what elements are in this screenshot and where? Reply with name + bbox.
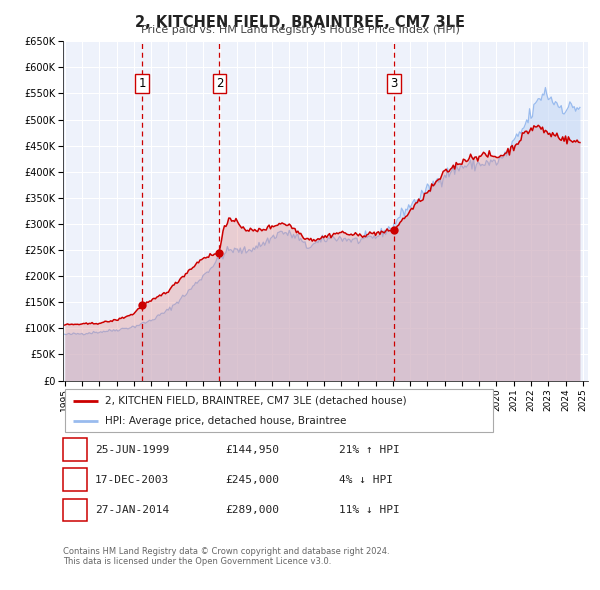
Text: £289,000: £289,000	[225, 505, 279, 514]
Text: £144,950: £144,950	[225, 445, 279, 454]
Text: Price paid vs. HM Land Registry's House Price Index (HPI): Price paid vs. HM Land Registry's House …	[140, 25, 460, 35]
Text: 4% ↓ HPI: 4% ↓ HPI	[339, 475, 393, 484]
Text: 1: 1	[139, 77, 146, 90]
Text: 2: 2	[216, 77, 223, 90]
Text: 21% ↑ HPI: 21% ↑ HPI	[339, 445, 400, 454]
Text: 2, KITCHEN FIELD, BRAINTREE, CM7 3LE (detached house): 2, KITCHEN FIELD, BRAINTREE, CM7 3LE (de…	[105, 395, 407, 405]
Text: 27-JAN-2014: 27-JAN-2014	[95, 505, 169, 514]
Text: 3: 3	[71, 503, 79, 516]
Text: £245,000: £245,000	[225, 475, 279, 484]
Text: 2: 2	[71, 473, 79, 486]
Text: 11% ↓ HPI: 11% ↓ HPI	[339, 505, 400, 514]
Text: 17-DEC-2003: 17-DEC-2003	[95, 475, 169, 484]
Text: 1: 1	[71, 443, 79, 456]
Text: HPI: Average price, detached house, Braintree: HPI: Average price, detached house, Brai…	[105, 416, 346, 426]
Text: Contains HM Land Registry data © Crown copyright and database right 2024.: Contains HM Land Registry data © Crown c…	[63, 547, 389, 556]
Text: 2, KITCHEN FIELD, BRAINTREE, CM7 3LE: 2, KITCHEN FIELD, BRAINTREE, CM7 3LE	[135, 15, 465, 30]
Text: This data is licensed under the Open Government Licence v3.0.: This data is licensed under the Open Gov…	[63, 558, 331, 566]
Text: 3: 3	[391, 77, 398, 90]
Text: 25-JUN-1999: 25-JUN-1999	[95, 445, 169, 454]
FancyBboxPatch shape	[65, 389, 493, 432]
